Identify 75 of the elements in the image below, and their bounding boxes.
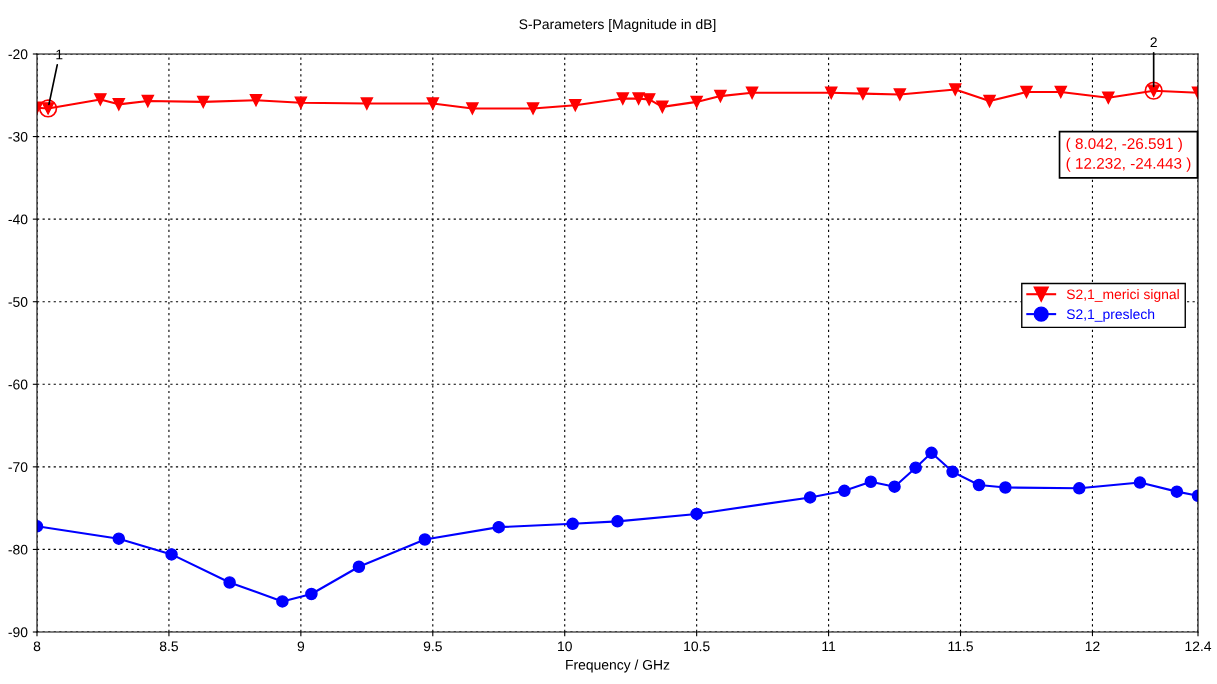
point: [94, 93, 107, 106]
point: [999, 481, 1012, 494]
point: [223, 576, 236, 589]
x-tick-label: 12: [1085, 641, 1100, 652]
point: [856, 87, 870, 100]
legend-label: S2,1_preslech: [1066, 308, 1155, 322]
point: [249, 93, 263, 107]
point: [360, 97, 374, 110]
x-tick-label: 9: [297, 641, 305, 652]
x-tick-label: 9.5: [423, 641, 442, 652]
point: [566, 517, 579, 531]
point: [1102, 91, 1115, 105]
point: [418, 533, 432, 546]
annotation: 1: [56, 49, 63, 60]
point: [569, 98, 582, 112]
point: [946, 465, 959, 479]
point: [642, 93, 656, 106]
point: [690, 507, 703, 521]
y-tick-label: -50: [8, 297, 28, 307]
point: [1020, 85, 1033, 99]
point: [1073, 482, 1086, 495]
y-tick-label: -20: [8, 49, 28, 60]
y-tick-label: -90: [8, 627, 28, 638]
point: [838, 484, 851, 498]
x-tick-label: 12.4: [1185, 641, 1212, 652]
point: [305, 587, 318, 601]
legend-label: S2,1_merici signal: [1066, 289, 1179, 302]
point: [112, 532, 126, 545]
point: [196, 95, 210, 109]
point: [803, 491, 817, 504]
x-tick-label: 10.5: [684, 641, 710, 652]
y-tick-label: -70: [8, 462, 28, 473]
x-tick-label: 8: [33, 641, 41, 652]
point: [112, 98, 126, 111]
x-tick-label: 8.5: [159, 641, 178, 652]
x-tick-label: 11.5: [948, 641, 973, 652]
point: [352, 560, 366, 574]
y-tick-label: -30: [8, 131, 28, 142]
point: [745, 86, 759, 100]
point: [294, 96, 308, 109]
point: [165, 548, 178, 561]
x-axis-title: Frequency / GHz: [566, 659, 670, 673]
point: [824, 86, 838, 100]
y-tick-label: -80: [8, 544, 28, 555]
point: [972, 478, 986, 492]
point: [948, 83, 962, 96]
point: [864, 475, 878, 488]
point: [616, 92, 630, 105]
point: [1133, 476, 1147, 489]
point: [632, 92, 645, 105]
point: [526, 102, 540, 115]
point: [714, 89, 727, 103]
point: [893, 88, 907, 101]
chart-title: S-Parameters [Magnitude in dB]: [519, 18, 716, 32]
point: [141, 94, 155, 108]
point: [1170, 485, 1184, 498]
x-tick-label: 11: [822, 641, 836, 652]
point: [492, 520, 506, 534]
x-tick-label: 10: [558, 641, 572, 652]
point: [466, 102, 479, 115]
point: [925, 446, 938, 460]
point: [690, 95, 703, 109]
point: [426, 97, 440, 110]
point: [611, 515, 624, 528]
point: [909, 461, 922, 474]
annotation: ( 8.042, -26.591 ): [1066, 137, 1182, 153]
y-tick-label: -60: [8, 379, 28, 390]
point: [1054, 85, 1068, 99]
point: [276, 595, 289, 608]
annotation: 2: [1150, 37, 1157, 48]
point: [888, 480, 901, 493]
y-tick-label: -40: [8, 214, 28, 225]
point: [983, 94, 996, 108]
annotation: ( 12.232, -24.443 ): [1066, 157, 1191, 172]
point: [656, 100, 669, 114]
